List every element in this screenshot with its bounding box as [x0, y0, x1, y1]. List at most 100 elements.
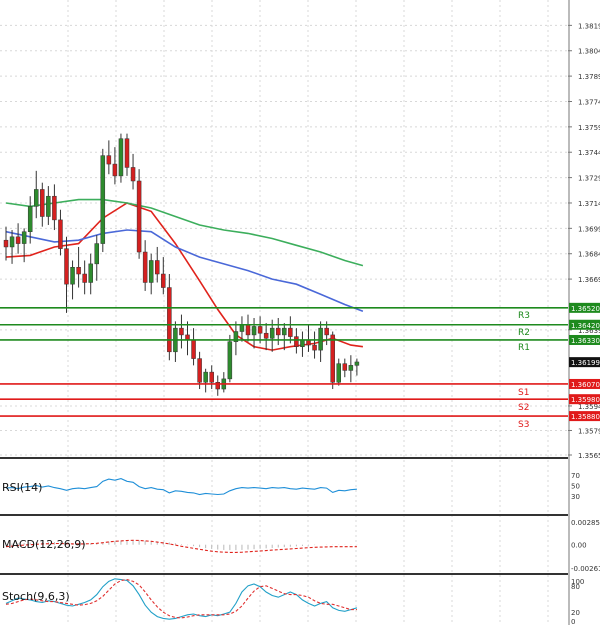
candle-bearish[interactable]	[197, 358, 202, 383]
level-label-r2: R2	[518, 328, 530, 338]
macd-signal-line	[5, 539, 357, 553]
price-tick-label: 1.36690	[578, 276, 600, 284]
price-tick-label: 1.37290	[578, 175, 600, 183]
candle-bearish[interactable]	[312, 344, 317, 351]
candle-bearish[interactable]	[276, 327, 281, 336]
candle-bearish[interactable]	[294, 336, 299, 347]
candle-bullish[interactable]	[46, 195, 51, 217]
candle-bearish[interactable]	[245, 324, 251, 336]
indicator-tick-label: 70	[571, 472, 580, 480]
panel-separator	[0, 573, 568, 575]
candle-bullish[interactable]	[118, 138, 124, 177]
macd-panel[interactable]: MACD(12,26,9)	[2, 538, 358, 553]
price-panel[interactable]: R3 R2 R1 S1 S2 S3	[0, 133, 568, 430]
candle-bearish[interactable]	[142, 251, 148, 283]
candle-bullish[interactable]	[348, 365, 354, 371]
candle-bearish[interactable]	[263, 332, 269, 339]
level-label-r1: R1	[518, 343, 530, 353]
candle-bullish[interactable]	[9, 236, 15, 248]
candle-bullish[interactable]	[100, 155, 106, 244]
candle-bullish[interactable]	[239, 324, 245, 332]
candle-bullish[interactable]	[148, 260, 154, 283]
candle-bullish[interactable]	[34, 189, 39, 207]
price-tick-label: 1.36840	[578, 251, 600, 259]
candle-bearish[interactable]	[76, 266, 81, 275]
level-price-tag	[569, 411, 600, 422]
candle-bearish[interactable]	[215, 382, 220, 390]
candle-bearish[interactable]	[64, 248, 69, 285]
candle-bearish[interactable]	[167, 287, 172, 353]
price-tick-label: 1.37890	[578, 73, 600, 81]
level-price-tag	[569, 394, 600, 405]
candle-bearish[interactable]	[342, 363, 348, 371]
candle-bearish[interactable]	[106, 155, 112, 165]
price-tick-label: 1.36390	[578, 327, 600, 335]
candle-bullish[interactable]	[282, 327, 287, 336]
candle-bullish[interactable]	[354, 361, 360, 366]
candle-bearish[interactable]	[52, 195, 57, 221]
level-price-tag-label: 1.36330	[571, 337, 600, 345]
candle-bearish[interactable]	[136, 180, 142, 253]
rsi-line	[5, 478, 357, 496]
candle-bearish[interactable]	[124, 138, 130, 168]
candle-bearish[interactable]	[112, 163, 118, 177]
candle-bullish[interactable]	[70, 266, 75, 285]
candle-bearish[interactable]	[155, 260, 160, 275]
level-price-tag-label: 1.36070	[571, 381, 600, 389]
stoch-k-line	[5, 578, 358, 620]
candle-bearish[interactable]	[82, 273, 87, 283]
level-price-tag-label: 1.35980	[571, 396, 600, 404]
level-price-tag	[569, 302, 600, 313]
candle-bearish[interactable]	[209, 371, 214, 383]
level-price-tag-label: 1.35880	[571, 413, 600, 421]
candle-bullish[interactable]	[27, 206, 33, 232]
price-tick-label: 1.38190	[578, 22, 600, 30]
candle-bearish[interactable]	[324, 327, 329, 336]
price-tick-label: 1.37740	[578, 98, 600, 106]
candle-bullish[interactable]	[336, 363, 341, 383]
indicator-tick-label: 80	[571, 583, 580, 591]
rsi-title: RSI(14)	[2, 481, 42, 494]
price-tick-label: 1.38040	[578, 48, 600, 56]
price-tick-label: 1.37140	[578, 200, 600, 208]
candle-bullish[interactable]	[269, 327, 275, 339]
candle-bearish[interactable]	[288, 327, 293, 337]
level-label-s1: S1	[518, 388, 529, 398]
last-price-tag	[569, 357, 600, 368]
indicator-tick-label: 100	[571, 578, 584, 586]
price-tick-label: 1.35650	[578, 452, 600, 460]
indicator-tick-label: 30	[571, 493, 580, 501]
candle-bullish[interactable]	[227, 341, 233, 380]
candle-bullish[interactable]	[233, 331, 239, 342]
candle-bearish[interactable]	[3, 239, 9, 248]
candle-bullish[interactable]	[203, 371, 208, 383]
candle-bullish[interactable]	[21, 231, 27, 244]
candle-bearish[interactable]	[257, 326, 263, 334]
moving-average-line-ma-slow	[5, 198, 364, 267]
level-price-tag	[569, 334, 600, 345]
candle-bullish[interactable]	[251, 326, 257, 336]
candle-bearish[interactable]	[40, 189, 45, 217]
candle-bearish[interactable]	[179, 327, 184, 336]
candle-bearish[interactable]	[58, 219, 63, 249]
candle-bullish[interactable]	[94, 243, 99, 265]
indicator-tick-label: 0.00	[571, 542, 587, 550]
candle-bearish[interactable]	[15, 236, 21, 244]
candle-bullish[interactable]	[88, 263, 93, 283]
level-price-tag	[569, 378, 600, 389]
candle-bearish[interactable]	[130, 167, 136, 182]
candle-bullish[interactable]	[300, 339, 305, 347]
rsi-panel[interactable]: RSI(14)	[2, 478, 357, 496]
candle-bearish[interactable]	[330, 334, 335, 383]
candle-bearish[interactable]	[191, 339, 196, 359]
price-tick-label: 1.36990	[578, 225, 600, 233]
stochastic-panel[interactable]: Stoch(9,6,3)	[2, 578, 358, 620]
panel-separator	[0, 457, 568, 459]
macd-title: MACD(12,26,9)	[2, 538, 86, 551]
candle-bullish[interactable]	[318, 327, 323, 351]
indicator-tick-label: 0.00285	[571, 519, 600, 527]
level-label-r3: R3	[518, 311, 530, 321]
candle-bearish[interactable]	[161, 273, 166, 288]
